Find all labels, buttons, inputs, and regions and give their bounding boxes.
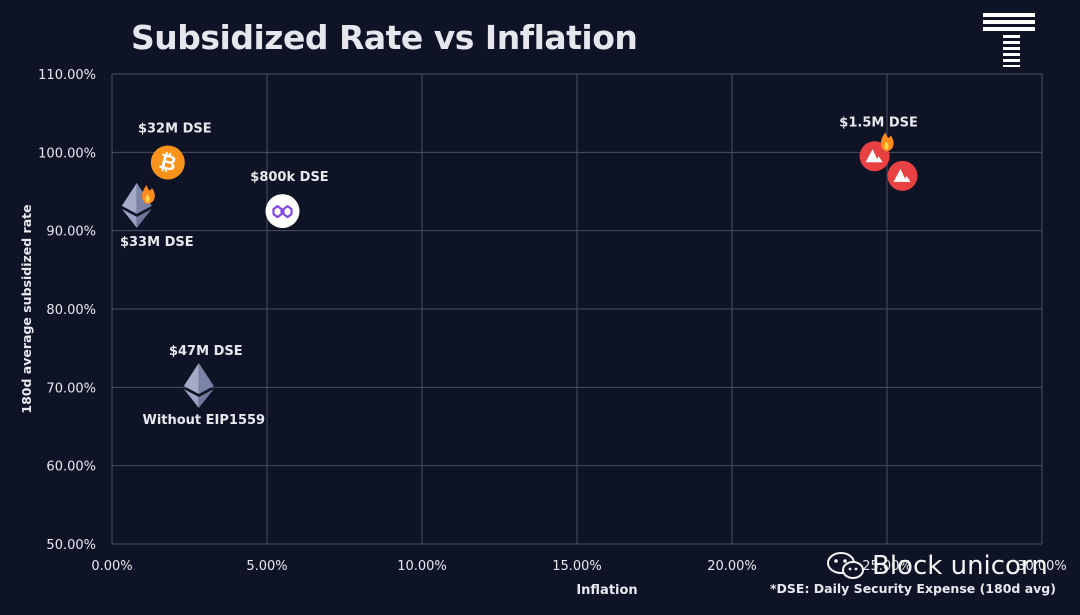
ethereum-icon-bottom-left xyxy=(183,388,199,408)
data-point-avalanche-2 xyxy=(887,160,918,191)
y-tick-label: 110.00% xyxy=(38,68,96,83)
data-point-bitcoin: ₿ $32M DSE xyxy=(138,122,212,180)
data-label: $1.5M DSE xyxy=(839,115,918,130)
ethereum-icon-left xyxy=(121,182,137,214)
avalanche-icon-glyph-small xyxy=(903,175,911,182)
y-tick-label: 100.00% xyxy=(38,146,96,161)
x-axis-label: Inflation xyxy=(576,583,637,598)
avalanche-icon-glyph xyxy=(893,168,907,182)
data-label: $33M DSE xyxy=(120,235,194,250)
y-tick-label: 60.00% xyxy=(46,460,96,475)
ethereum-icon-right xyxy=(198,362,214,394)
data-label: $800k DSE xyxy=(250,170,328,185)
avalanche-icon-glyph-small xyxy=(875,156,883,163)
x-tick-label: 10.00% xyxy=(397,559,447,574)
fire-icon xyxy=(142,184,155,204)
y-tick-label: 90.00% xyxy=(46,225,96,240)
ethereum-icon-bottom-right xyxy=(136,208,152,228)
ethereum-icon-bottom-left xyxy=(121,208,137,228)
fire-icon-core xyxy=(145,193,150,203)
wechat-icon xyxy=(827,552,864,579)
x-tick-label: 30.00% xyxy=(1017,559,1067,574)
avalanche-icon-glyph xyxy=(865,149,879,163)
x-tick-label: 5.00% xyxy=(246,559,287,574)
fire-icon-core xyxy=(884,141,889,151)
watermark-text: Block unicorn xyxy=(872,551,1048,581)
data-sublabel: Without EIP1559 xyxy=(142,413,265,428)
y-tick-label: 70.00% xyxy=(46,381,96,396)
footnote: *DSE: Daily Security Expense (180d avg) xyxy=(770,581,1056,596)
bitcoin-icon-glyph: ₿ xyxy=(157,149,179,176)
data-point-ethereum-no-eip1559: $47M DSE Without EIP1559 xyxy=(142,344,265,428)
data-label: $32M DSE xyxy=(138,122,212,137)
fire-icon xyxy=(880,132,894,152)
chart-title: Subsidized Rate vs Inflation xyxy=(131,18,638,57)
y-axis-label: 180d average subsidized rate xyxy=(19,204,34,413)
ethereum-icon-left xyxy=(183,362,199,394)
polygon-icon-glyph xyxy=(272,204,293,219)
y-tick-label: 80.00% xyxy=(46,303,96,318)
data-point-ethereum-current: $33M DSE xyxy=(120,182,194,250)
watermark: Block unicorn xyxy=(826,551,1048,581)
y-tick-label: 50.00% xyxy=(46,538,96,553)
ethereum-icon-bottom-right xyxy=(198,388,214,408)
x-tick-label: 25.00% xyxy=(862,559,912,574)
data-point-avalanche-1: $1.5M DSE xyxy=(839,115,918,172)
x-tick-label: 0.00% xyxy=(91,559,132,574)
bitcoin-icon-circle xyxy=(150,145,185,180)
data-label: $47M DSE xyxy=(169,344,243,359)
x-tick-label: 15.00% xyxy=(552,559,602,574)
x-tick-label: 20.00% xyxy=(707,559,757,574)
stacked-lines-logo-icon xyxy=(983,13,1035,67)
data-point-polygon: $800k DSE xyxy=(250,170,329,229)
